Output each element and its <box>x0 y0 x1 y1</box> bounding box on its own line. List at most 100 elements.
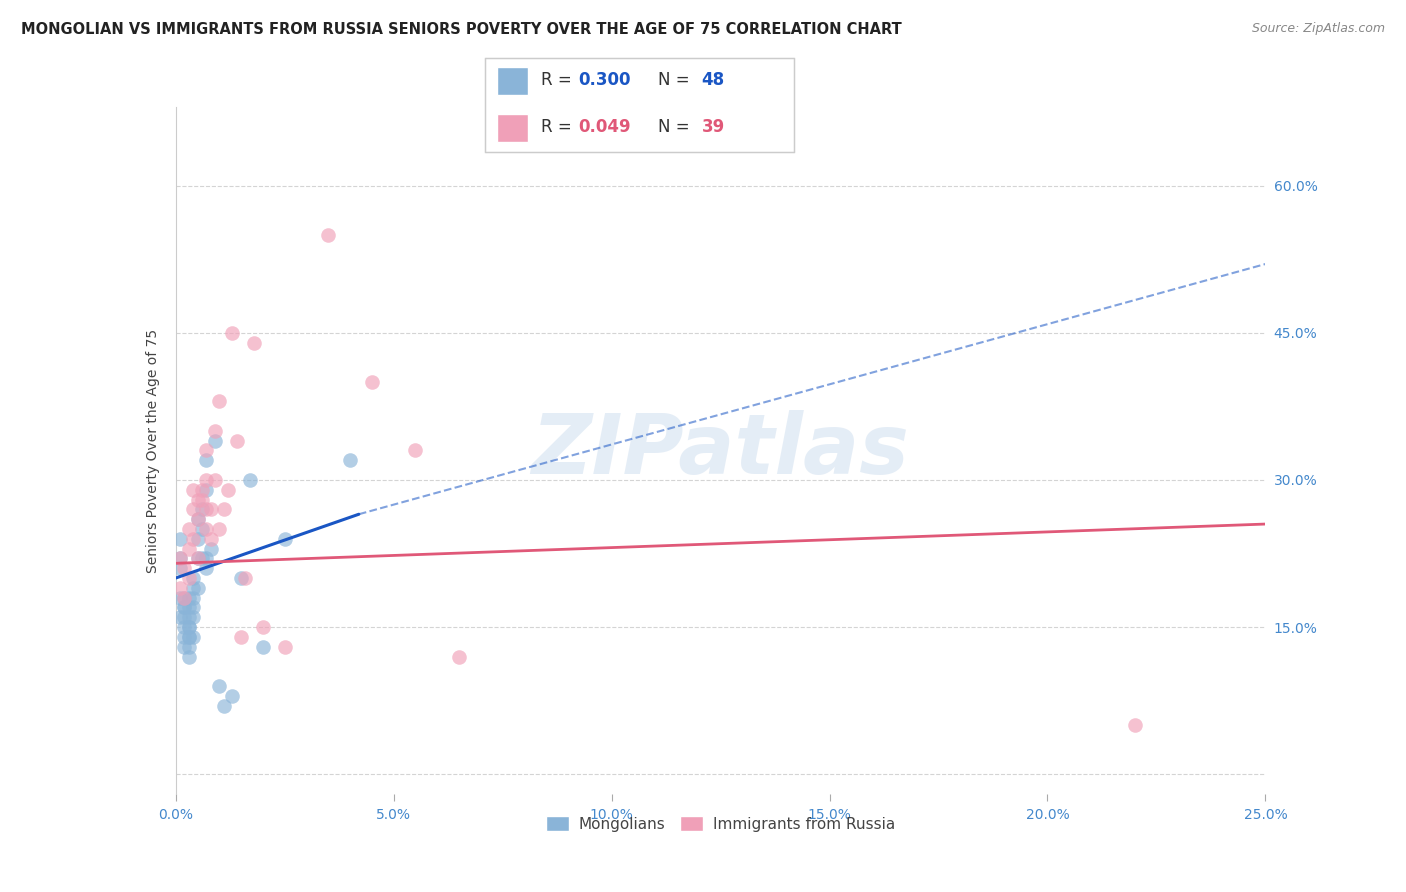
Point <box>252 620 274 634</box>
Point <box>181 610 204 624</box>
Point <box>191 522 214 536</box>
Text: R =: R = <box>541 119 576 136</box>
Point <box>221 326 243 340</box>
Point <box>173 591 195 605</box>
Point <box>186 551 209 566</box>
Point <box>181 502 204 516</box>
Point <box>360 375 382 389</box>
Point <box>181 630 204 644</box>
Point <box>186 512 209 526</box>
Point <box>173 640 195 654</box>
Text: 39: 39 <box>702 119 725 136</box>
Point <box>177 649 200 664</box>
Point <box>173 610 195 624</box>
Bar <box>498 114 529 142</box>
Point <box>195 473 218 487</box>
Point <box>177 610 200 624</box>
Point <box>195 561 218 575</box>
Point <box>204 424 226 438</box>
Point <box>200 541 222 556</box>
Point <box>169 610 191 624</box>
Point <box>339 453 361 467</box>
Point <box>177 620 200 634</box>
Point <box>243 335 266 350</box>
Point <box>177 571 200 585</box>
Point <box>173 600 195 615</box>
Point <box>231 571 253 585</box>
Point <box>177 630 200 644</box>
Point <box>169 551 191 566</box>
Point <box>274 640 297 654</box>
Text: N =: N = <box>658 71 695 89</box>
Point <box>195 443 218 458</box>
Point <box>217 483 239 497</box>
Point <box>173 600 195 615</box>
Point <box>186 512 209 526</box>
Text: R =: R = <box>541 71 576 89</box>
Point <box>405 443 427 458</box>
Point <box>225 434 247 448</box>
Point <box>173 591 195 605</box>
Point <box>252 640 274 654</box>
Point <box>212 502 235 516</box>
Point <box>200 502 222 516</box>
Bar <box>498 68 529 95</box>
Point <box>191 502 214 516</box>
Point <box>191 551 214 566</box>
Point <box>177 600 200 615</box>
Point <box>191 492 214 507</box>
Point <box>204 434 226 448</box>
Point <box>195 502 218 516</box>
Point <box>235 571 257 585</box>
Point <box>173 561 195 575</box>
Point <box>177 522 200 536</box>
Point <box>200 532 222 546</box>
Point <box>177 591 200 605</box>
Point <box>177 630 200 644</box>
Point <box>169 551 191 566</box>
Text: MONGOLIAN VS IMMIGRANTS FROM RUSSIA SENIORS POVERTY OVER THE AGE OF 75 CORRELATI: MONGOLIAN VS IMMIGRANTS FROM RUSSIA SENI… <box>21 22 901 37</box>
Point <box>318 227 340 242</box>
Point <box>186 581 209 595</box>
Point <box>186 532 209 546</box>
Point <box>195 551 218 566</box>
Point <box>221 689 243 703</box>
Y-axis label: Seniors Poverty Over the Age of 75: Seniors Poverty Over the Age of 75 <box>146 328 160 573</box>
Point <box>191 483 214 497</box>
Point <box>169 581 191 595</box>
Point <box>208 394 231 409</box>
Point <box>208 679 231 693</box>
Point <box>177 620 200 634</box>
Point <box>195 522 218 536</box>
Point <box>447 649 470 664</box>
Point <box>208 522 231 536</box>
Point <box>173 620 195 634</box>
Point <box>212 698 235 713</box>
Text: Source: ZipAtlas.com: Source: ZipAtlas.com <box>1251 22 1385 36</box>
Point <box>186 551 209 566</box>
Point <box>181 581 204 595</box>
Point <box>177 640 200 654</box>
Legend: Mongolians, Immigrants from Russia: Mongolians, Immigrants from Russia <box>540 810 901 838</box>
Point <box>169 591 191 605</box>
Point <box>231 630 253 644</box>
Point <box>169 561 191 575</box>
Point <box>177 541 200 556</box>
Point <box>173 630 195 644</box>
Point <box>181 532 204 546</box>
Text: 0.049: 0.049 <box>578 119 630 136</box>
Point <box>186 492 209 507</box>
Point <box>181 600 204 615</box>
Point <box>204 473 226 487</box>
Point <box>181 483 204 497</box>
Text: N =: N = <box>658 119 695 136</box>
Point <box>239 473 262 487</box>
Point <box>169 532 191 546</box>
Point <box>181 571 204 585</box>
Point <box>274 532 297 546</box>
Text: 0.300: 0.300 <box>578 71 630 89</box>
Point <box>1123 718 1146 732</box>
Point <box>195 453 218 467</box>
Point <box>195 483 218 497</box>
Text: 48: 48 <box>702 71 724 89</box>
